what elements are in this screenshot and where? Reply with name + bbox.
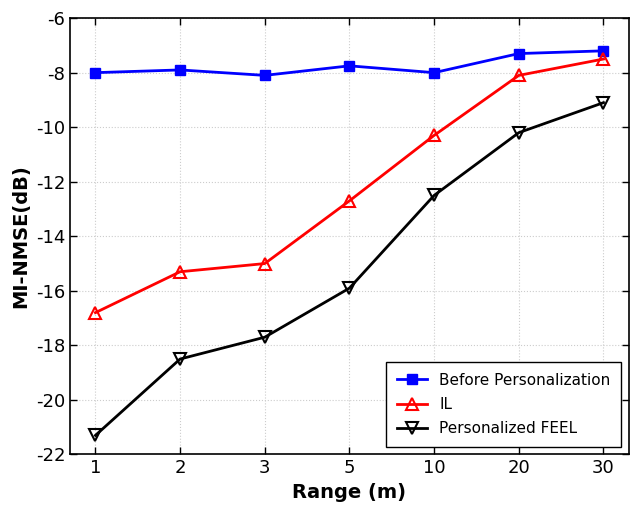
X-axis label: Range (m): Range (m)	[292, 483, 406, 502]
Personalized FEEL	[430, 192, 438, 199]
IL	[346, 198, 353, 204]
Personalized FEEL	[515, 130, 523, 136]
IL	[430, 132, 438, 139]
Personalized FEEL	[92, 432, 99, 439]
Before Personalization	[515, 50, 523, 56]
Line: Before Personalization: Before Personalization	[91, 46, 609, 80]
Personalized FEEL	[261, 334, 269, 340]
IL	[176, 269, 184, 275]
IL	[515, 72, 523, 78]
Before Personalization	[600, 48, 607, 54]
Personalized FEEL	[176, 356, 184, 362]
Before Personalization	[430, 70, 438, 76]
Personalized FEEL	[600, 100, 607, 106]
IL	[92, 309, 99, 315]
Before Personalization	[346, 63, 353, 69]
Line: Personalized FEEL: Personalized FEEL	[90, 97, 609, 441]
IL	[261, 261, 269, 267]
IL	[600, 56, 607, 62]
Line: IL: IL	[90, 53, 609, 318]
Personalized FEEL	[346, 285, 353, 291]
Before Personalization	[261, 72, 269, 78]
Legend: Before Personalization, IL, Personalized FEEL: Before Personalization, IL, Personalized…	[386, 362, 621, 447]
Y-axis label: MI-NMSE(dB): MI-NMSE(dB)	[11, 165, 30, 308]
Before Personalization	[176, 67, 184, 73]
Before Personalization	[92, 70, 99, 76]
